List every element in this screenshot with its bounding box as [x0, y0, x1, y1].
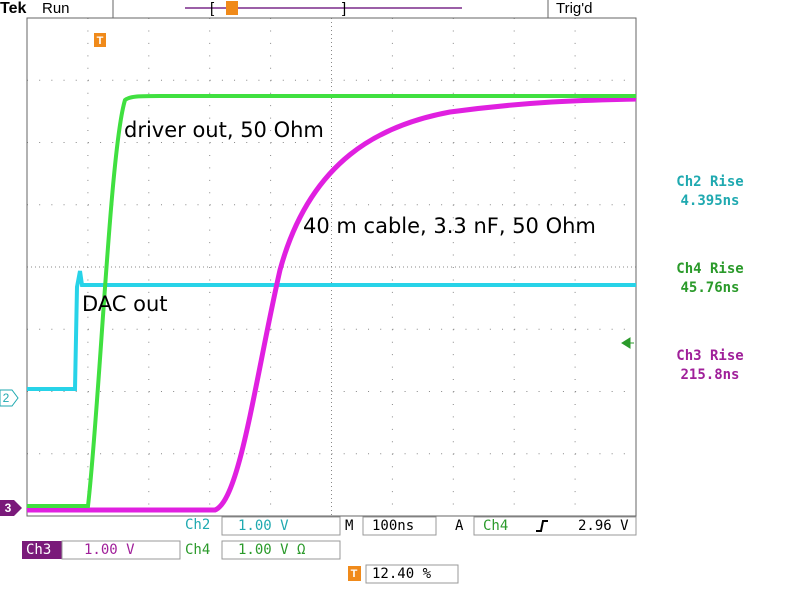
- bracket: ]: [342, 0, 346, 17]
- measurement-value: 4.395ns: [680, 193, 739, 209]
- ch3-marker-label: 3: [5, 501, 12, 515]
- trigger-pos-icon: [348, 566, 361, 581]
- box: [365, 564, 459, 584]
- ch2-trace: [27, 270, 636, 391]
- brand: Tek: [0, 0, 26, 17]
- trigger-state: Trig'd: [556, 0, 592, 17]
- timebase-label: M: [345, 518, 353, 534]
- measurement-value: 215.8ns: [680, 367, 739, 383]
- measurement-label: Ch4 Rise: [676, 261, 743, 277]
- box: [221, 516, 341, 536]
- ch4-trace: [27, 94, 636, 508]
- box: [362, 516, 437, 536]
- measurement-label: Ch3 Rise: [676, 348, 743, 364]
- slope-icon: [536, 520, 548, 532]
- ch3-name: Ch3: [26, 542, 51, 558]
- box: [221, 540, 341, 560]
- graticule: [27, 18, 636, 516]
- ch2-marker-label: 2: [3, 391, 10, 405]
- ch3-trace: [27, 96, 637, 513]
- measurement-label: Ch2 Rise: [676, 174, 743, 190]
- bracket: [: [210, 0, 215, 17]
- ch3-ground-marker: [0, 500, 22, 516]
- run-status: Run: [42, 0, 70, 17]
- measurements: Ch2 Rise 4.395ns Ch4 Rise 45.76ns Ch3 Rise 21…: [676, 174, 743, 383]
- trigger-marker: [94, 33, 106, 47]
- box: [61, 540, 181, 560]
- ch2-name: Ch2: [185, 517, 210, 533]
- measurement-value: 45.76ns: [680, 280, 739, 296]
- graticule-frame: [26, 17, 637, 517]
- box: [473, 516, 637, 536]
- trigger-icon-glyph: T: [97, 35, 104, 47]
- ch2-scale: 1.00 V: [238, 518, 289, 534]
- trigger-position: 12.40 %: [372, 566, 432, 582]
- trigger-source: Ch4: [483, 518, 508, 534]
- annotation: 40 m cable, 3.3 nF, 50 Ohm: [303, 214, 596, 238]
- trigger-icon-glyph: T: [351, 568, 358, 580]
- annotation: DAC out: [82, 292, 168, 316]
- trigger-level: 2.96 V: [578, 518, 629, 534]
- trigger-label: A: [455, 518, 464, 534]
- ch3-scale: 1.00 V: [84, 542, 135, 558]
- timebase-value: 100ns: [372, 518, 414, 534]
- trigger-pos-icon: [226, 1, 238, 15]
- ch4-scale: 1.00 V Ω: [238, 542, 305, 558]
- annotation: driver out, 50 Ohm: [124, 118, 324, 142]
- trigger-level-marker: [621, 337, 634, 349]
- ch3-badge: [22, 541, 62, 559]
- ch2-ground-marker: [0, 389, 19, 407]
- ch4-name: Ch4: [185, 542, 210, 558]
